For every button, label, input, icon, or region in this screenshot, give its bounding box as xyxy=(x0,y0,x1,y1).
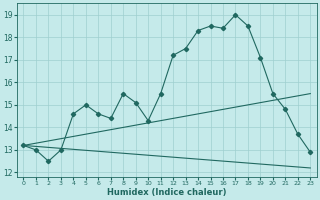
X-axis label: Humidex (Indice chaleur): Humidex (Indice chaleur) xyxy=(107,188,227,197)
